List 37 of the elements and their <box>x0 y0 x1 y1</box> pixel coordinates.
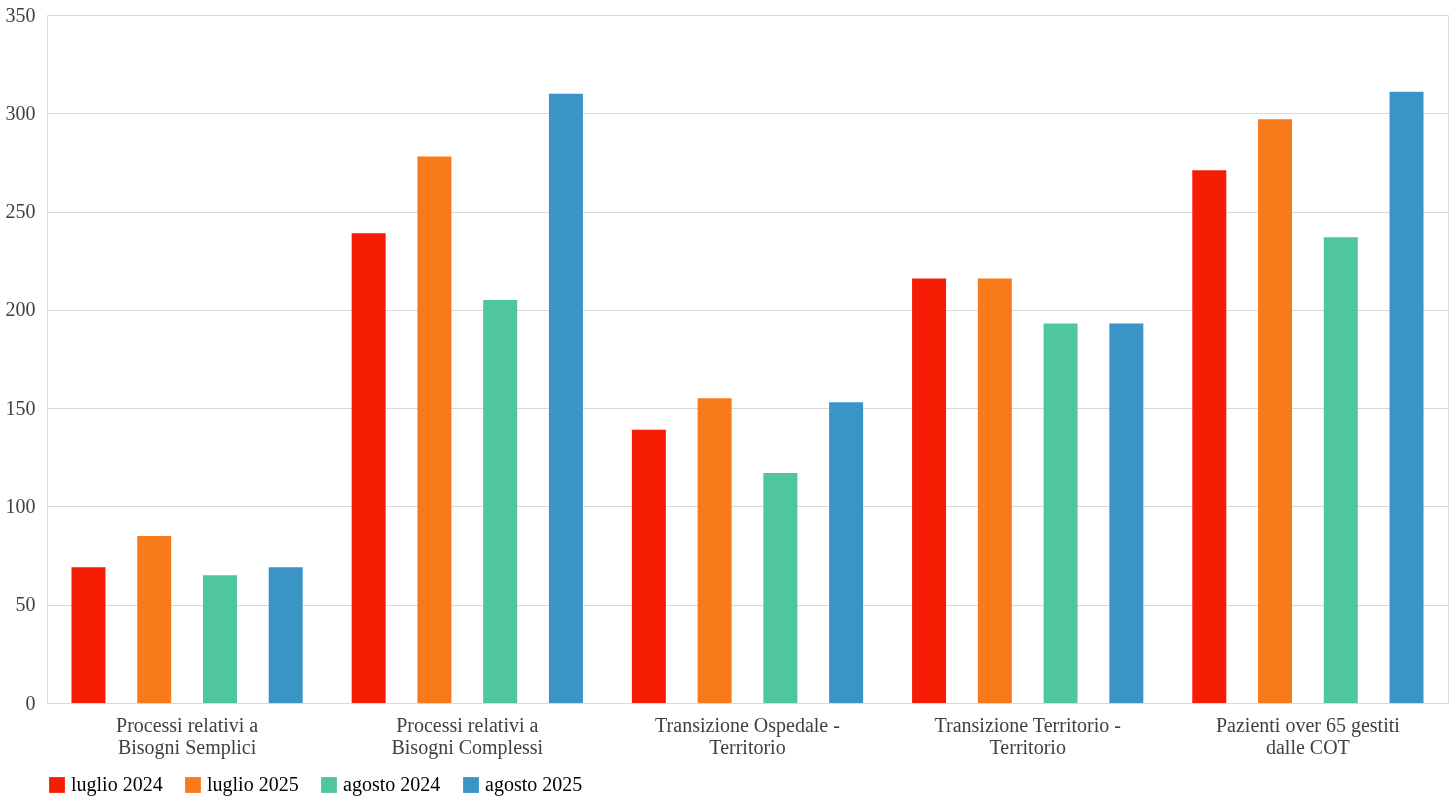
bar <box>1192 170 1227 703</box>
y-tick-label: 50 <box>15 593 36 616</box>
bar <box>912 278 947 703</box>
bar <box>977 278 1012 703</box>
legend-label: luglio 2024 <box>71 773 163 796</box>
legend-label: luglio 2025 <box>207 773 299 796</box>
bar <box>268 567 303 703</box>
bar <box>417 156 452 703</box>
y-tick-label: 100 <box>5 494 36 517</box>
bar <box>763 473 798 703</box>
y-tick-label: 0 <box>25 691 36 714</box>
y-tick-label: 250 <box>5 200 36 223</box>
y-tick-label: 350 <box>5 3 36 26</box>
legend-label: agosto 2024 <box>343 773 441 796</box>
y-tick-label: 200 <box>5 298 36 321</box>
y-tick-label: 150 <box>5 396 36 419</box>
bar <box>351 233 386 703</box>
bar <box>483 300 518 703</box>
y-tick-label: 300 <box>5 101 36 124</box>
bar <box>548 93 583 703</box>
bar <box>1043 323 1078 703</box>
bar <box>1389 91 1424 703</box>
bar <box>202 575 237 703</box>
bar <box>1109 323 1144 703</box>
bar <box>631 429 666 703</box>
bar <box>137 535 172 703</box>
x-tick-label: Transizione Ospedale - Territorio <box>655 713 840 758</box>
x-tick-label: Processi relativi a Bisogni Complessi <box>391 713 544 759</box>
x-tick-label: Processi relativi a Bisogni Semplici <box>116 713 259 759</box>
bar <box>829 402 864 703</box>
legend-label: agosto 2025 <box>485 773 583 796</box>
bar <box>1258 119 1293 703</box>
x-tick-label: Transizione Territorio - Territorio <box>934 713 1121 758</box>
bar <box>697 398 732 703</box>
bar <box>1323 237 1358 703</box>
bar <box>71 567 106 703</box>
x-tick-label: Pazienti over 65 gestiti dalle COT <box>1215 713 1401 758</box>
